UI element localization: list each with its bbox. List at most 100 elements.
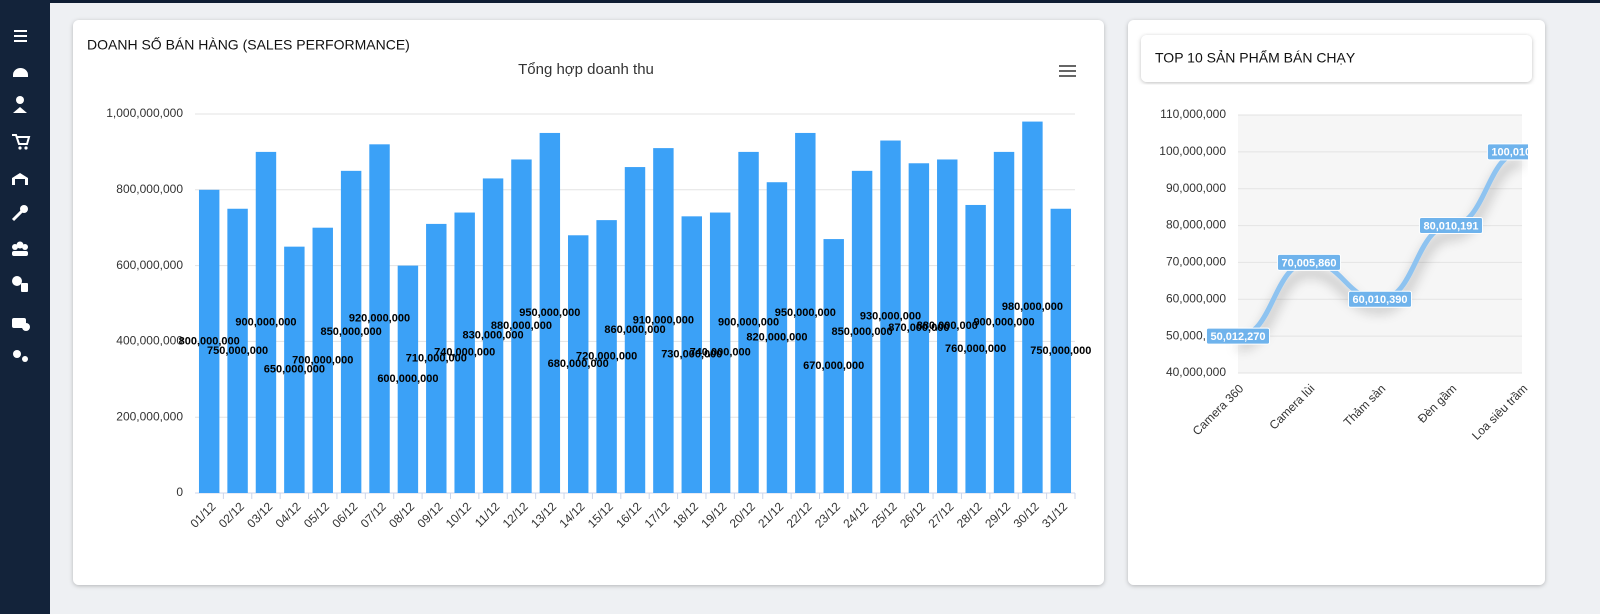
value-label: 910,000,000 (633, 314, 694, 326)
panel-title: DOANH SỐ BÁN HÀNG (SALES PERFORMANCE) (87, 36, 410, 53)
value-label: 100,010,000 (1491, 147, 1552, 159)
plot-background (1238, 115, 1522, 373)
nav-icon[interactable] (12, 173, 28, 185)
export-menu[interactable] (1059, 65, 1076, 77)
nav-icon[interactable] (12, 276, 28, 292)
nav-icon[interactable] (13, 68, 28, 77)
bar (823, 239, 844, 493)
value-label: 650,000,000 (264, 364, 325, 376)
value-label: 950,000,000 (519, 307, 580, 319)
value-label: 730,000,000 (661, 349, 722, 361)
value-label: 850,000,000 (832, 326, 893, 338)
value-label: 980,000,000 (1002, 301, 1063, 313)
value-label: 860,000,000 (604, 324, 665, 336)
bar (681, 216, 702, 493)
value-label-box (1205, 327, 1271, 345)
y-tick-label: 1,000,000,000 (106, 106, 183, 120)
value-label: 670,000,000 (803, 360, 864, 372)
bar (880, 140, 901, 493)
bar (1022, 121, 1043, 493)
bar (937, 159, 958, 494)
value-label: 710,000,000 (406, 352, 467, 364)
bar (709, 212, 731, 494)
y-tick-label: 400,000,000 (116, 334, 183, 348)
value-label: 850,000,000 (321, 326, 382, 338)
bar (369, 144, 390, 493)
panel-header (1141, 35, 1532, 82)
nav-icon[interactable] (12, 134, 31, 150)
y-tick-label: 600,000,000 (116, 258, 183, 272)
bar (624, 167, 646, 493)
bar (908, 163, 930, 493)
nav-icon[interactable] (13, 96, 27, 113)
bar (738, 151, 759, 493)
bar (198, 189, 220, 494)
value-label: 760,000,000 (945, 343, 1006, 355)
bar-chart: 0 200,000,000 400,000,000 600,000,000 800,00… (106, 106, 1091, 530)
bar (965, 204, 986, 493)
value-label-box (1276, 253, 1342, 271)
y-tick-label: 800,000,000 (116, 182, 183, 196)
sidebar (0, 0, 50, 614)
value-label: 740,000,000 (434, 347, 495, 359)
nav-icon[interactable] (12, 318, 30, 331)
value-label: 700,000,000 (292, 354, 353, 366)
bar (284, 246, 305, 493)
y-tick-label: 0 (176, 485, 183, 499)
value-label: 870,000,000 (888, 322, 949, 334)
bar (993, 151, 1015, 493)
value-label-box (1347, 290, 1413, 308)
top-bar (0, 0, 1600, 3)
nav-icon[interactable] (12, 241, 28, 257)
value-label: 50,012,270 (1210, 331, 1265, 343)
menu-icon[interactable] (14, 30, 27, 42)
value-label: 80,010,191 (1423, 220, 1478, 232)
nav-icon[interactable] (11, 205, 28, 222)
bar (426, 223, 447, 493)
value-label: 880,000,000 (491, 320, 552, 332)
bar (539, 132, 561, 493)
bar (340, 170, 362, 493)
value-label: 820,000,000 (746, 332, 807, 344)
value-label: 800,000,000 (179, 335, 240, 347)
nav-icon[interactable] (13, 350, 28, 362)
value-label: 920,000,000 (349, 313, 410, 325)
value-label: 880,000,000 (917, 320, 978, 332)
value-label: 750,000,000 (207, 345, 268, 357)
value-label: 750,000,000 (1030, 345, 1091, 357)
y-tick-label: 60,000,000 (1166, 291, 1226, 305)
y-tick-label: 200,000,000 (116, 409, 183, 423)
chart-title: Tổng hợp doanh thu (518, 61, 654, 78)
value-label: 950,000,000 (775, 307, 836, 319)
bar (851, 170, 873, 493)
value-label: 680,000,000 (548, 358, 609, 370)
bar (312, 227, 333, 493)
bar (795, 132, 816, 493)
value-label: 600,000,000 (377, 373, 438, 385)
value-label: 900,000,000 (718, 316, 779, 328)
y-tick-label: 40,000,000 (1166, 365, 1226, 379)
value-label: 930,000,000 (860, 311, 921, 323)
value-label: 830,000,000 (462, 330, 523, 342)
bar (397, 265, 419, 493)
bar (766, 182, 788, 493)
value-label-box (1486, 143, 1528, 161)
value-label: 900,000,000 (973, 316, 1034, 328)
bar (511, 159, 532, 494)
bar (454, 212, 475, 494)
value-label: 900,000,000 (235, 316, 296, 328)
bar (1050, 208, 1072, 493)
bar (482, 178, 504, 493)
y-tick-label: 80,000,000 (1166, 218, 1226, 232)
panel-title: TOP 10 SẢN PHẨM BÁN CHẠY (1155, 49, 1356, 66)
y-tick-label: 110,000,000 (1160, 107, 1226, 121)
y-tick-label: 70,000,000 (1166, 255, 1226, 269)
bar (653, 148, 674, 494)
bar (568, 235, 589, 493)
value-label: 740,000,000 (690, 347, 751, 359)
value-label: 720,000,000 (576, 350, 637, 362)
y-tick-label: 100,000,000 (1159, 144, 1226, 158)
bar (255, 151, 277, 493)
value-label: 70,005,860 (1281, 257, 1336, 269)
